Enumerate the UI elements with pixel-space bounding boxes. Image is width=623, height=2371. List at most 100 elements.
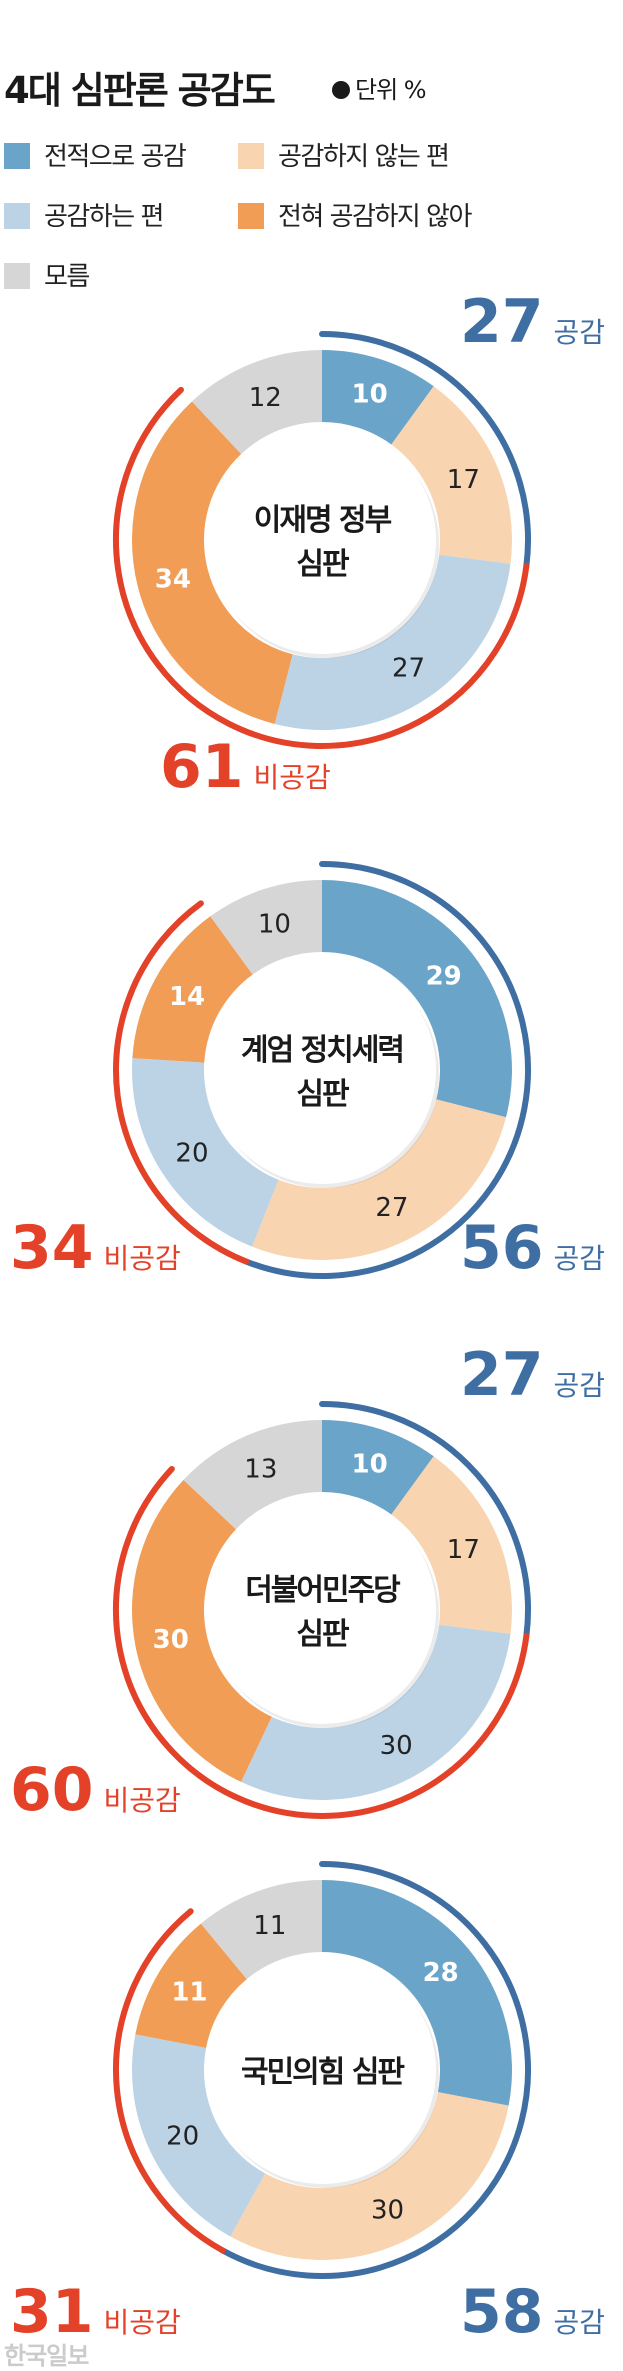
legend-swatch — [4, 203, 30, 229]
disagree-arc — [113, 900, 250, 1265]
slice-value-label: 13 — [244, 1455, 277, 1485]
disagree-total-label: 61 비공감 — [160, 732, 331, 802]
legend-label: 공감하지 않는 편 — [278, 142, 450, 172]
disagree-total-text: 비공감 — [104, 1242, 181, 1275]
slice-value-label: 20 — [175, 1139, 208, 1169]
donut-slice — [274, 554, 511, 730]
slice-value-label: 20 — [166, 2122, 199, 2152]
legend-label: 전혀 공감하지 않아 — [278, 202, 472, 232]
slice-value-label: 11 — [171, 1978, 207, 2008]
disagree-arc — [113, 1465, 530, 1819]
donut-slice — [230, 2092, 509, 2260]
agree-total-text: 공감 — [554, 316, 606, 349]
agree-total-label: 58 공감 — [460, 2277, 605, 2347]
legend-item-dont-know: 모름 — [4, 256, 90, 293]
donut-slice — [322, 880, 512, 1118]
agree-arc — [319, 331, 531, 569]
legend-swatch — [238, 203, 264, 229]
slice-value-label: 10 — [258, 910, 291, 940]
donut-slice — [135, 1923, 247, 2048]
slice-value-label: 17 — [447, 1535, 480, 1565]
agree-total-value: 27 — [460, 287, 544, 357]
agree-total-label: 56 공감 — [460, 1213, 605, 1283]
donut-slice — [132, 916, 253, 1063]
slice-value-label: 10 — [351, 380, 387, 410]
agree-total-value: 27 — [460, 1340, 544, 1410]
bullet-icon — [332, 81, 350, 99]
slice-value-label: 27 — [375, 1193, 408, 1223]
legend-swatch — [4, 143, 30, 169]
legend-item-somewhat-disagree: 공감하지 않는 편 — [238, 136, 450, 173]
watermark: 한국일보 — [4, 2342, 89, 2370]
slice-value-label: 30 — [371, 2195, 404, 2225]
disagree-total-label: 31 비공감 — [10, 2277, 181, 2347]
donut-slice — [183, 1420, 322, 1530]
donut-slice — [322, 1420, 434, 1515]
agree-total-value: 58 — [460, 2277, 544, 2347]
disagree-arc — [113, 386, 530, 749]
agree-arc — [243, 861, 531, 1279]
donut-slice — [322, 1880, 513, 2106]
donut-slice — [252, 1099, 507, 1261]
agree-total-label: 27 공감 — [460, 1340, 605, 1410]
center-circle — [208, 1956, 436, 2184]
chart-title: 4대 심판론 공감도 — [4, 69, 276, 112]
slice-value-label: 12 — [249, 383, 282, 413]
agree-total-text: 공감 — [554, 2306, 606, 2339]
donut-slice — [191, 350, 322, 454]
disagree-total-value: 31 — [10, 2277, 94, 2347]
center-circle — [208, 426, 436, 654]
donut-slice — [132, 2034, 266, 2237]
donut-slice — [132, 1058, 279, 1247]
donut-slice — [200, 1880, 322, 1980]
legend-item-strongly-agree: 전적으로 공감 — [4, 136, 187, 173]
slice-value-label: 14 — [169, 982, 205, 1012]
donut-slice — [131, 401, 293, 725]
unit-text: 단위 % — [355, 76, 427, 104]
legend-label: 공감하는 편 — [44, 202, 164, 232]
legend-item-strongly-disagree: 전혀 공감하지 않아 — [238, 196, 472, 233]
legend-label: 전적으로 공감 — [44, 142, 187, 172]
agree-total-text: 공감 — [554, 1242, 606, 1275]
slice-value-label: 28 — [423, 1958, 459, 1988]
agree-total-label: 27 공감 — [460, 287, 605, 357]
slice-value-label: 30 — [153, 1625, 189, 1655]
center-label: 계엄 정치세력 — [241, 1033, 403, 1068]
disagree-total-text: 비공감 — [254, 761, 331, 794]
donut-slice — [391, 1456, 513, 1634]
legend-swatch — [4, 263, 30, 289]
donut-slice — [210, 880, 322, 975]
donut-slice — [241, 1624, 511, 1801]
agree-arc — [319, 1401, 531, 1639]
center-label: 심판 — [296, 1617, 350, 1652]
disagree-total-text: 비공감 — [104, 1784, 181, 1817]
slice-value-label: 30 — [380, 1731, 413, 1761]
legend-swatch — [238, 143, 264, 169]
disagree-arc — [113, 1908, 226, 2254]
donut-slice — [131, 1479, 272, 1782]
slice-value-label: 34 — [155, 564, 191, 594]
donut-slice — [391, 386, 512, 564]
legend-item-somewhat-agree: 공감하는 편 — [4, 196, 164, 233]
center-label: 더불어민주당 — [245, 1573, 401, 1608]
center-label: 심판 — [296, 1077, 350, 1112]
slice-value-label: 10 — [351, 1450, 387, 1480]
disagree-total-value: 34 — [10, 1213, 94, 1283]
disagree-total-label: 34 비공감 — [10, 1213, 181, 1283]
slice-value-label: 29 — [426, 962, 462, 992]
center-circle — [208, 1496, 436, 1724]
agree-arc — [219, 1861, 531, 2279]
disagree-total-label: 60 비공감 — [10, 1755, 181, 1825]
center-label: 이재명 정부 — [254, 503, 392, 538]
agree-total-value: 56 — [460, 1213, 544, 1283]
disagree-total-value: 61 — [160, 732, 244, 802]
unit-label: 단위 % — [332, 70, 427, 105]
center-label: 심판 — [296, 547, 350, 582]
slice-value-label: 27 — [392, 653, 425, 683]
slice-value-label: 17 — [447, 465, 480, 495]
donut-chart: 28 30 20 11 11 국민의힘 심판 58 공감 31 비공감 — [10, 1861, 605, 2347]
